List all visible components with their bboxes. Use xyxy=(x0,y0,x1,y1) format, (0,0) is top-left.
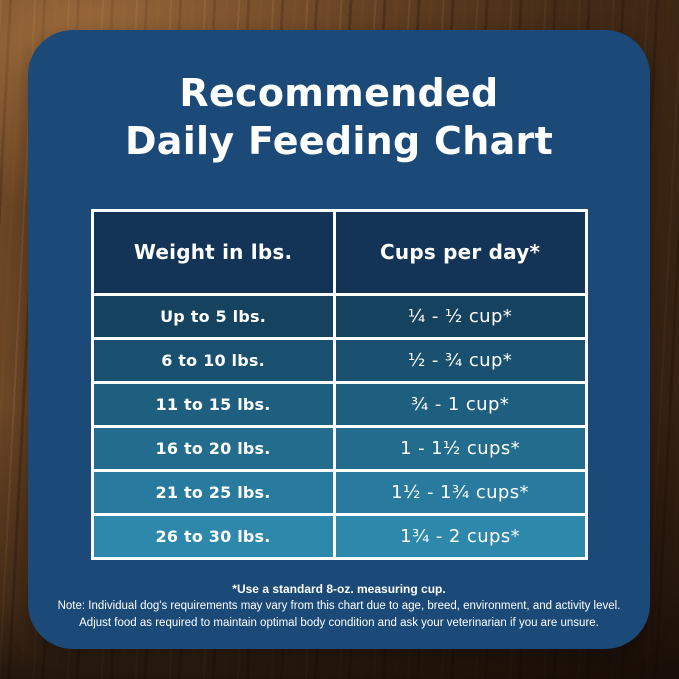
table-row: 16 to 20 lbs. 1 - 1½ cups* xyxy=(90,424,588,472)
cups-cell: 1 - 1½ cups* xyxy=(332,424,588,472)
cups-cell: ¾ - 1 cup* xyxy=(332,380,588,428)
header-row: Weight in lbs. Cups per day* xyxy=(90,208,588,296)
weight-cell: 11 to 15 lbs. xyxy=(90,380,336,428)
table-row: 6 to 10 lbs. ½ - ¾ cup* xyxy=(90,336,588,384)
cups-cell: 1½ - 1¾ cups* xyxy=(332,468,588,516)
weight-cell: 26 to 30 lbs. xyxy=(90,512,336,560)
table-row: 26 to 30 lbs. 1¾ - 2 cups* xyxy=(90,512,588,560)
page-title-line1: Recommended xyxy=(179,71,499,115)
table-row: Up to 5 lbs. ¼ - ½ cup* xyxy=(90,292,588,340)
page-title-line2: Daily Feeding Chart xyxy=(124,118,554,163)
adjust-note: Adjust food as required to maintain opti… xyxy=(79,617,599,629)
column-header-cups: Cups per day* xyxy=(332,208,588,296)
feeding-table-header: Weight in lbs. Cups per day* xyxy=(90,208,588,296)
column-header-weight: Weight in lbs. xyxy=(90,208,336,296)
weight-cell: 21 to 25 lbs. xyxy=(90,468,336,516)
footnotes: *Use a standard 8-oz. measuring cup. Not… xyxy=(42,580,636,633)
measuring-cup-note: *Use a standard 8-oz. measuring cup. xyxy=(232,581,446,596)
cups-cell: 1¾ - 2 cups* xyxy=(332,512,588,560)
table-row: 11 to 15 lbs. ¾ - 1 cup* xyxy=(90,380,588,428)
feeding-table-body: Up to 5 lbs. ¼ - ½ cup* 6 to 10 lbs. ½ -… xyxy=(90,292,588,560)
cups-cell: ¼ - ½ cup* xyxy=(332,292,588,340)
table-row: 21 to 25 lbs. 1½ - 1¾ cups* xyxy=(90,468,588,516)
weight-cell: Up to 5 lbs. xyxy=(90,292,336,340)
weight-cell: 16 to 20 lbs. xyxy=(90,424,336,472)
variation-note: Note: Individual dog's requirements may … xyxy=(57,599,621,612)
weight-cell: 6 to 10 lbs. xyxy=(90,336,336,384)
feeding-chart-panel: Recommended Daily Feeding Chart Weight i… xyxy=(28,30,650,649)
page-title: Recommended Daily Feeding Chart xyxy=(28,30,650,166)
cups-cell: ½ - ¾ cup* xyxy=(332,336,588,384)
feeding-table: Weight in lbs. Cups per day* Up to 5 lbs… xyxy=(90,208,588,560)
